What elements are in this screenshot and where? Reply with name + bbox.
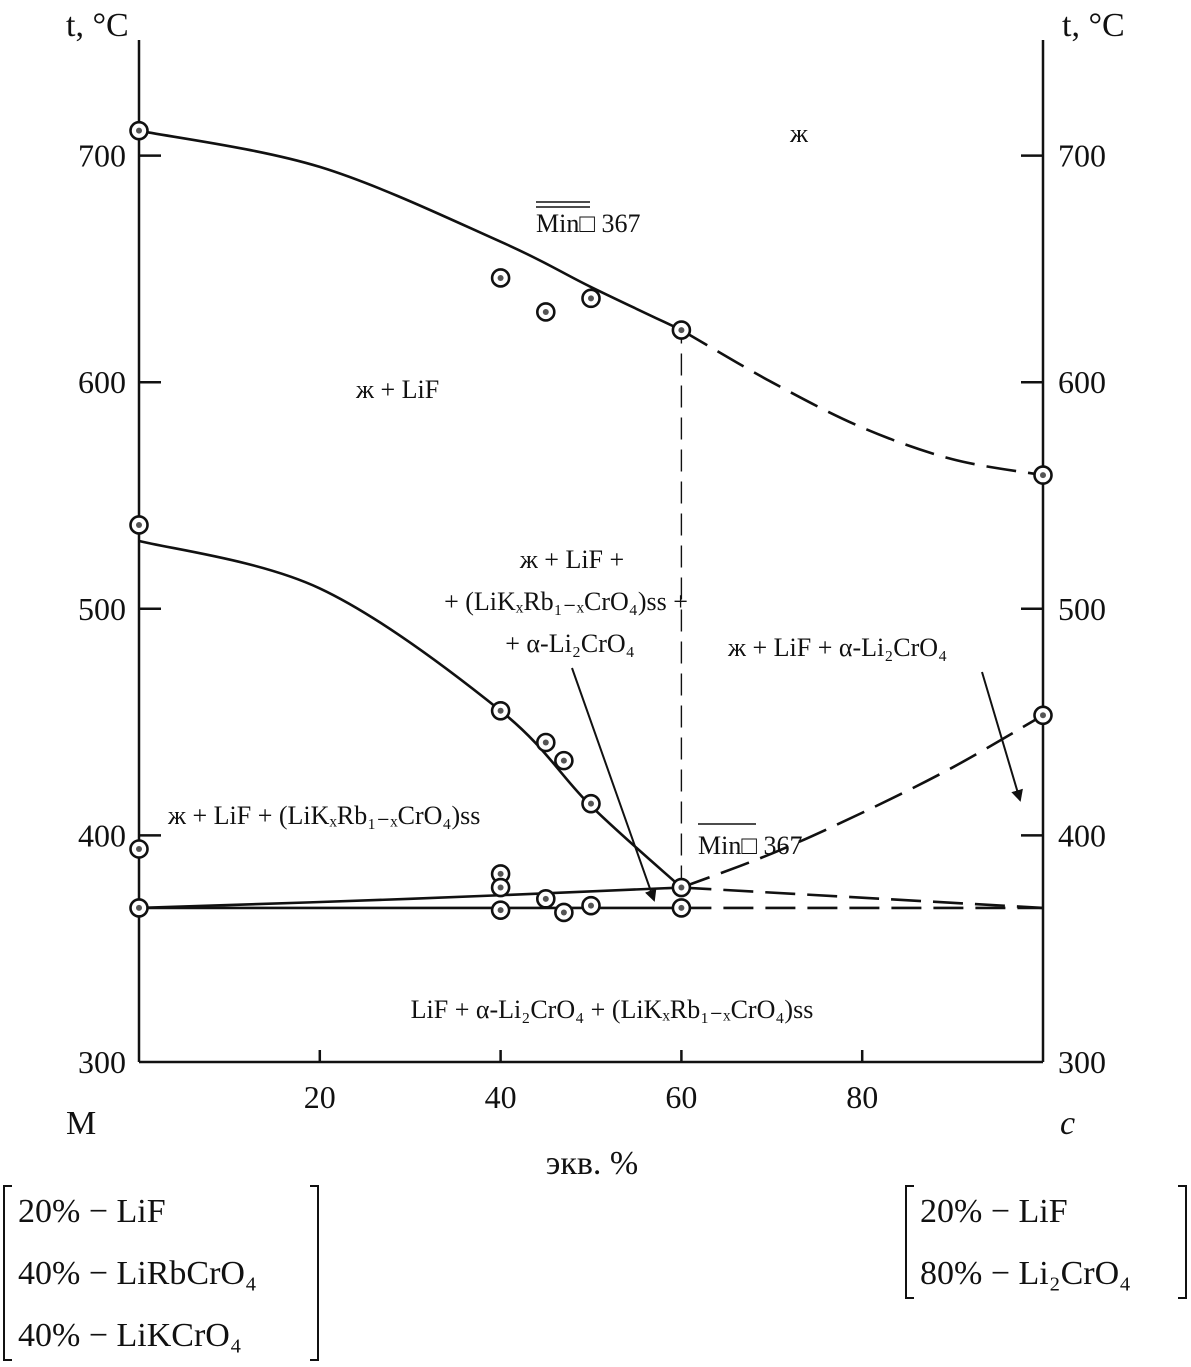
annotation-liq-lif: ж + LiF	[355, 375, 439, 404]
curve-solid-0	[138, 129, 682, 332]
data-point-5	[535, 302, 556, 322]
data-point-13	[490, 877, 511, 898]
data-point-6	[581, 288, 601, 309]
data-point-21	[1033, 705, 1053, 726]
y-tick-label-right-4: 700	[1058, 138, 1106, 174]
x-end-label-left: M	[66, 1105, 96, 1142]
data-point-18	[671, 877, 692, 898]
data-point-3	[129, 898, 149, 918]
y-tick-label-right-0: 300	[1058, 1044, 1106, 1080]
annotation-four-phase-1: ж + LiF +	[519, 545, 624, 574]
annotation-liq-lif-chromate: ж + LiF + α-Li₂CrO₄	[727, 633, 947, 662]
data-point-9	[535, 732, 556, 753]
y-tick-label-left-3: 600	[78, 364, 126, 400]
annotation-min-lower: Min□ 367	[698, 831, 803, 860]
y-axis-label-left: t, °C	[66, 7, 129, 44]
annotation-liq-lif-ss: ж + LiF + (LiKₓRb₁₋ₓCrO₄)ss	[167, 801, 480, 830]
x-tick-label-3: 80	[846, 1079, 878, 1115]
curve-dashed-1	[680, 328, 1044, 477]
y-tick-label-right-3: 600	[1058, 364, 1106, 400]
x-end-label-right: c	[1060, 1105, 1075, 1142]
y-tick-label-left-1: 400	[78, 817, 126, 853]
y-tick-label-right-1: 400	[1058, 817, 1106, 853]
curve-dashed-3	[680, 714, 1044, 889]
composition-right-line-2: 80% − Li₂CrO₄	[920, 1255, 1131, 1292]
composition-left: 20% − LiF 40% − LiRbCrO₄ 40% − LiKCrO₄	[3, 1185, 319, 1361]
x-tick-label-0: 20	[304, 1079, 336, 1115]
annotation-four-phase-2: + (LiKₓRb₁₋ₓCrO₄)ss +	[444, 587, 688, 616]
arrow-liq-lif-chromate	[981, 671, 1023, 802]
y-tick-label-left-4: 700	[78, 138, 126, 174]
x-tick-label-1: 40	[485, 1079, 517, 1115]
curve-solid-4	[138, 886, 682, 910]
data-point-4	[490, 268, 511, 288]
data-point-20	[1033, 465, 1053, 485]
data-point-8	[490, 700, 511, 721]
y-tick-label-left-0: 300	[78, 1044, 126, 1080]
annotation-solid-region: LiF + α-Li₂CrO₄ + (LiKₓRb₁₋ₓCrO₄)ss	[411, 995, 814, 1024]
y-tick-label-right-2: 500	[1058, 591, 1106, 627]
data-point-15	[535, 889, 556, 909]
arrow-four-phase	[571, 667, 657, 902]
data-point-17	[581, 895, 601, 916]
composition-left-line-2: 40% − LiRbCrO₄	[18, 1255, 257, 1292]
data-point-7	[671, 320, 692, 340]
annotation-min-upper: Min□ 367	[536, 209, 641, 238]
data-point-1	[129, 515, 149, 535]
composition-right: 20% − LiF 80% − Li₂CrO₄	[905, 1185, 1187, 1299]
curve-layer	[138, 129, 1044, 910]
x-axis-label: экв. %	[546, 1145, 639, 1182]
data-point-14	[490, 900, 511, 920]
data-point-2	[129, 839, 149, 859]
data-point-19	[671, 898, 692, 918]
curve-solid-2	[138, 539, 683, 889]
data-point-0	[129, 120, 149, 141]
annotation-liquid: ж	[789, 119, 809, 148]
x-tick-label-2: 60	[665, 1079, 697, 1115]
y-tick-label-left-2: 500	[78, 591, 126, 627]
composition-right-line-1: 20% − LiF	[920, 1193, 1068, 1230]
curve-dashed-5	[681, 886, 1044, 910]
annotation-four-phase-3: + α-Li₂CrO₄	[505, 629, 634, 658]
y-axis-label-right: t, °C	[1062, 7, 1125, 44]
data-point-16	[554, 902, 574, 923]
composition-left-line-3: 40% − LiKCrO₄	[18, 1317, 242, 1354]
data-point-11	[581, 793, 601, 814]
point-layer	[129, 120, 1053, 923]
data-point-10	[554, 750, 574, 771]
tick-layer: 300 300 400 400 500 500 600 600 700 700 20 40 60 80	[78, 138, 1106, 1115]
composition-left-line-1: 20% − LiF	[18, 1193, 166, 1230]
